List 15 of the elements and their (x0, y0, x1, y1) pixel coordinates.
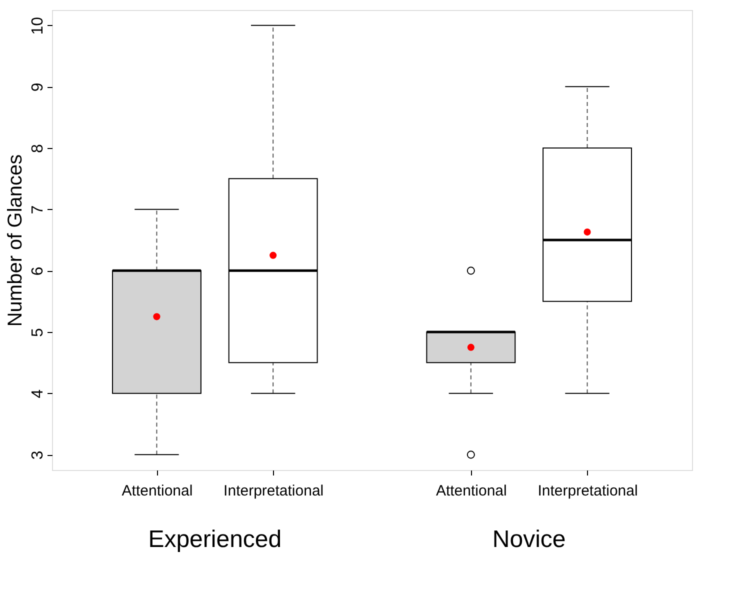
y-tick-label: 5 (30, 328, 46, 337)
y-tick-label: 6 (30, 266, 46, 276)
y-tick-label: 4 (30, 389, 46, 398)
y-tick-label: 9 (30, 82, 46, 92)
text: Experienced (148, 526, 282, 553)
x-tick-label: Attentional (436, 482, 507, 500)
text: Novice (492, 526, 566, 553)
y-axis-title: Number of Glances (4, 154, 26, 327)
y-tick-label: 10 (30, 16, 46, 35)
y-tick-label: 8 (30, 144, 46, 153)
y-tick-label: 3 (30, 450, 46, 460)
y-tick-label: 7 (30, 205, 46, 214)
x-tick-label: Interpretational (538, 482, 638, 500)
x-tick-label: Interpretational (224, 482, 324, 500)
x-tick-label: Attentional (122, 482, 193, 500)
